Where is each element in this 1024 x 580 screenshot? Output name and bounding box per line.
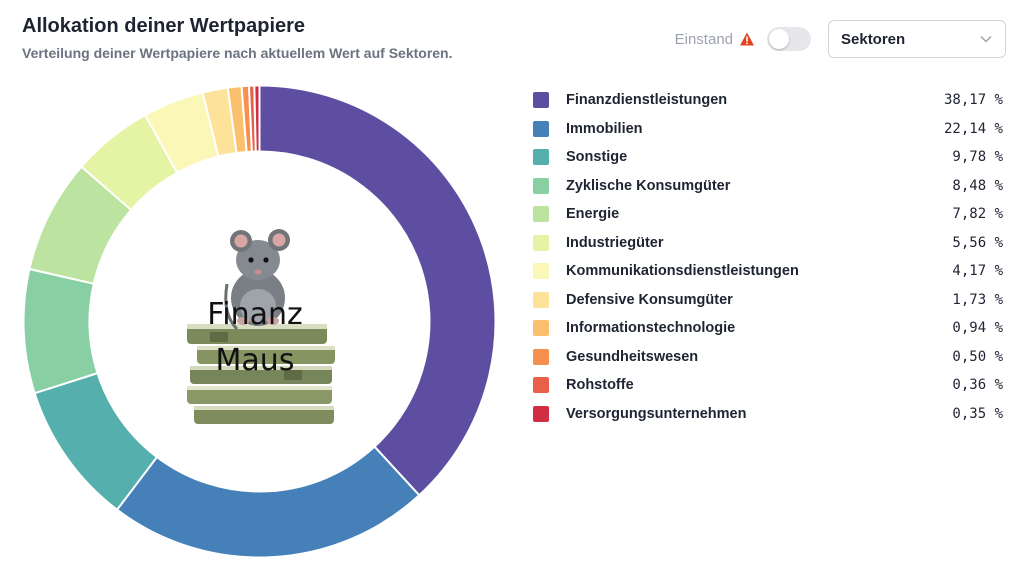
legend-value: 5,56 % [952,234,1003,251]
legend-label: Finanzdienstleistungen [566,92,728,109]
legend-value: 1,73 % [952,291,1003,308]
legend-swatch [533,377,549,394]
page-title: Allokation deiner Wertpapiere [22,15,306,37]
legend-swatch [533,120,549,137]
toggle-knob [769,29,789,49]
money-stack [187,324,335,424]
chevron-down-icon [980,35,992,43]
legend-value: 0,50 % [952,348,1003,365]
legend-item[interactable]: Versorgungsunternehmen 0,35 % [533,400,1003,429]
legend-value: 9,78 % [952,149,1003,166]
chart-legend: Finanzdienstleistungen 38,17 % Immobilien 2… [533,86,1003,428]
legend-item[interactable]: Immobilien 22,14 % [533,115,1003,144]
legend-swatch [533,149,549,166]
legend-label: Rohstoffe [566,377,634,394]
legend-swatch [533,177,549,194]
legend-item[interactable]: Gesundheitswesen 0,50 % [533,343,1003,372]
legend-swatch [533,92,549,109]
legend-item[interactable]: Zyklische Konsumgüter 8,48 % [533,172,1003,201]
donut-slices [22,84,497,559]
legend-value: 7,82 % [952,206,1003,223]
select-value: Sektoren [841,30,906,48]
legend-value: 4,17 % [952,263,1003,280]
einstand-toggle[interactable] [767,27,811,51]
legend-item[interactable]: Industriegüter 5,56 % [533,229,1003,258]
legend-value: 22,14 % [943,120,1003,137]
legend-label: Gesundheitswesen [566,348,699,365]
grouping-select[interactable]: Sektoren [828,20,1006,58]
legend-item[interactable]: Defensive Konsumgüter 1,73 % [533,286,1003,315]
legend-label: Industriegüter [566,234,664,251]
donut-chart: Finanz Maus [22,84,497,559]
legend-item[interactable]: Sonstige 9,78 % [533,143,1003,172]
legend-item[interactable]: Rohstoffe 0,36 % [533,371,1003,400]
donut-slice-2[interactable] [115,445,421,559]
controls-bar: Einstand Sektoren [675,20,1006,58]
einstand-label: Einstand [674,30,733,48]
logo-line-2: Maus [216,343,295,378]
donut-slice-12[interactable] [253,84,261,153]
legend-value: 0,36 % [952,377,1003,394]
legend-label: Sonstige [566,149,628,166]
legend-label: Kommunikationsdienstleistungen [566,263,799,280]
legend-swatch [533,320,549,337]
legend-value: 8,48 % [952,177,1003,194]
legend-item[interactable]: Informationstechnologie 0,94 % [533,314,1003,343]
legend-item[interactable]: Energie 7,82 % [533,200,1003,229]
legend-label: Versorgungsunternehmen [566,405,747,422]
page-subtitle: Verteilung deiner Wertpapiere nach aktue… [22,45,453,61]
legend-label: Energie [566,206,620,223]
logo-line-1: Finanz [207,297,303,332]
legend-value: 38,17 % [943,92,1003,109]
legend-swatch [533,348,549,365]
legend-label: Defensive Konsumgüter [566,291,733,308]
legend-swatch [533,234,549,251]
legend-item[interactable]: Kommunikationsdienstleistungen 4,17 % [533,257,1003,286]
legend-label: Zyklische Konsumgüter [566,177,731,194]
legend-value: 0,35 % [952,405,1003,422]
legend-swatch [533,206,549,223]
warning-icon [740,32,754,46]
legend-label: Immobilien [566,120,643,137]
legend-swatch [533,263,549,280]
mouse-icon [224,229,290,331]
finanz-maus-logo: Finanz Maus [187,229,335,424]
donut-slice-4[interactable] [22,267,99,395]
legend-swatch [533,291,549,308]
donut-slice-1[interactable] [258,84,497,497]
legend-label: Informationstechnologie [566,320,736,337]
legend-swatch [533,405,549,422]
legend-value: 0,94 % [952,320,1003,337]
legend-item[interactable]: Finanzdienstleistungen 38,17 % [533,86,1003,115]
